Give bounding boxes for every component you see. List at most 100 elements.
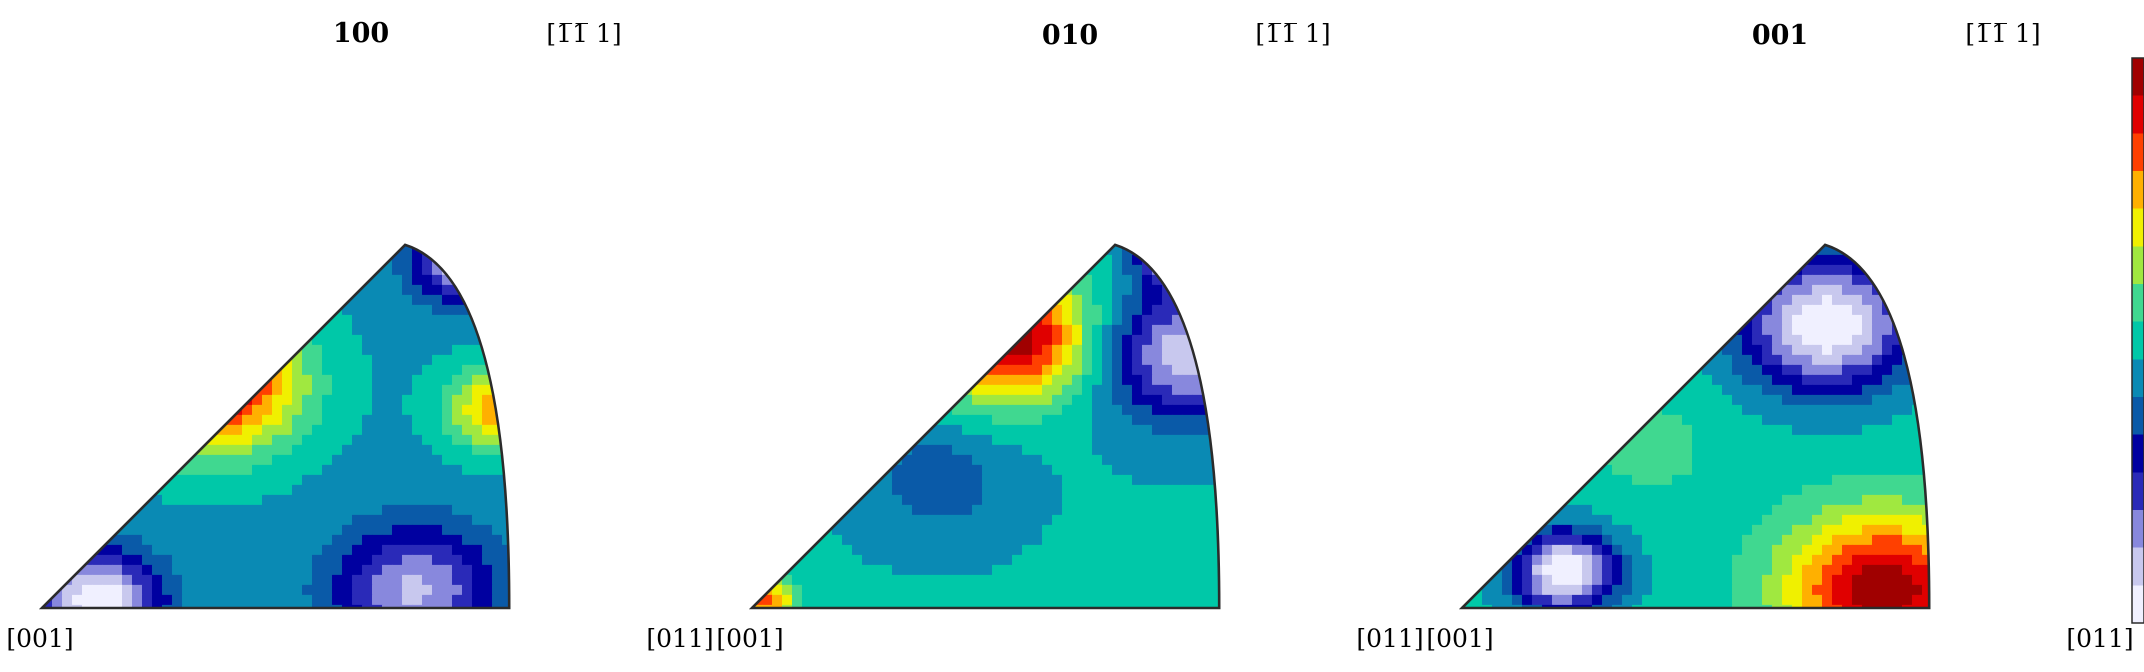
contour-cell [42,324,53,336]
contour-cell [1592,424,1603,436]
contour-cell [42,444,53,456]
contour-cell [992,254,1003,266]
contour-cell [1022,314,1033,326]
contour-cell [1002,404,1013,416]
contour-cell [932,564,943,576]
contour-cell [492,484,503,496]
contour-cell [192,364,203,376]
contour-cell [1612,254,1623,266]
contour-cell [952,484,963,496]
contour-cell [772,264,783,276]
contour-cell [962,584,973,596]
contour-cell [972,364,983,376]
contour-cell [1532,264,1543,276]
contour-cell [1872,384,1883,396]
contour-cell [872,604,883,608]
contour-cell [922,454,933,466]
contour-cell [1572,454,1583,466]
contour-cell [882,444,893,456]
contour-cell [62,344,73,356]
contour-cell [762,324,773,336]
contour-cell [452,374,463,386]
contour-cell [1482,514,1493,526]
contour-cell [1002,474,1013,486]
contour-cell [862,364,873,376]
contour-cell [482,594,493,606]
contour-cell [892,554,903,566]
contour-cell [1562,534,1573,546]
contour-cell [1052,284,1063,296]
contour-cell [1022,484,1033,496]
contour-cell [992,524,1003,536]
contour-cell [142,594,153,606]
contour-cell [1562,454,1573,466]
contour-cell [1582,304,1593,316]
contour-cell [412,304,423,316]
contour-cell [1702,414,1713,426]
contour-cell [822,444,833,456]
contour-cell [352,414,363,426]
contour-cell [482,334,493,346]
contour-cell [1582,274,1593,286]
contour-cell [382,484,393,496]
contour-cell [962,314,973,326]
contour-cell [142,314,153,326]
contour-cell [1162,264,1173,276]
contour-cell [1172,544,1183,556]
contour-cell [102,334,113,346]
contour-cell [462,264,473,276]
contour-cell [1052,504,1063,516]
contour-cell [1102,384,1113,396]
contour-cell [1192,564,1203,576]
contour-cell [812,284,823,296]
contour-cell [182,494,193,506]
contour-cell [492,504,503,516]
contour-cell [1672,434,1683,446]
contour-cell [822,404,833,416]
contour-cell [1852,394,1863,406]
contour-cell [202,324,213,336]
contour-cell [292,534,303,546]
contour-cell [1622,474,1633,486]
contour-cell [1162,584,1173,596]
contour-cell [942,384,953,396]
contour-cell [232,434,243,446]
contour-cell [962,364,973,376]
contour-cell [792,524,803,536]
contour-cell [1882,554,1893,566]
contour-cell [1772,454,1783,466]
contour-cell [322,564,333,576]
contour-cell [112,364,123,376]
contour-cell [1852,544,1863,556]
contour-cell [1772,384,1783,396]
contour-cell [1612,374,1623,386]
contour-cell [1152,424,1163,436]
contour-cell [52,544,63,556]
contour-cell [242,374,253,386]
contour-cell [1182,544,1193,556]
contour-cell [1692,254,1703,266]
contour-cell [1032,374,1043,386]
contour-cell [1842,504,1853,516]
contour-cell [1062,604,1073,608]
contour-cell [1612,304,1623,316]
contour-cell [1052,584,1063,596]
contour-cell [972,464,983,476]
contour-cell [1802,334,1813,346]
contour-cell [402,464,413,476]
contour-cell [472,524,483,536]
contour-cell [372,404,383,416]
contour-cell [452,334,463,346]
contour-cell [102,434,113,446]
contour-cell [1632,474,1643,486]
contour-cell [422,344,433,356]
contour-cell [392,304,403,316]
contour-cell [1142,304,1153,316]
contour-cell [252,394,263,406]
contour-cell [1042,344,1053,356]
contour-cell [922,304,933,316]
contour-cell [1522,294,1533,306]
contour-cell [42,554,53,566]
contour-cell [122,564,133,576]
contour-cell [1822,294,1833,306]
